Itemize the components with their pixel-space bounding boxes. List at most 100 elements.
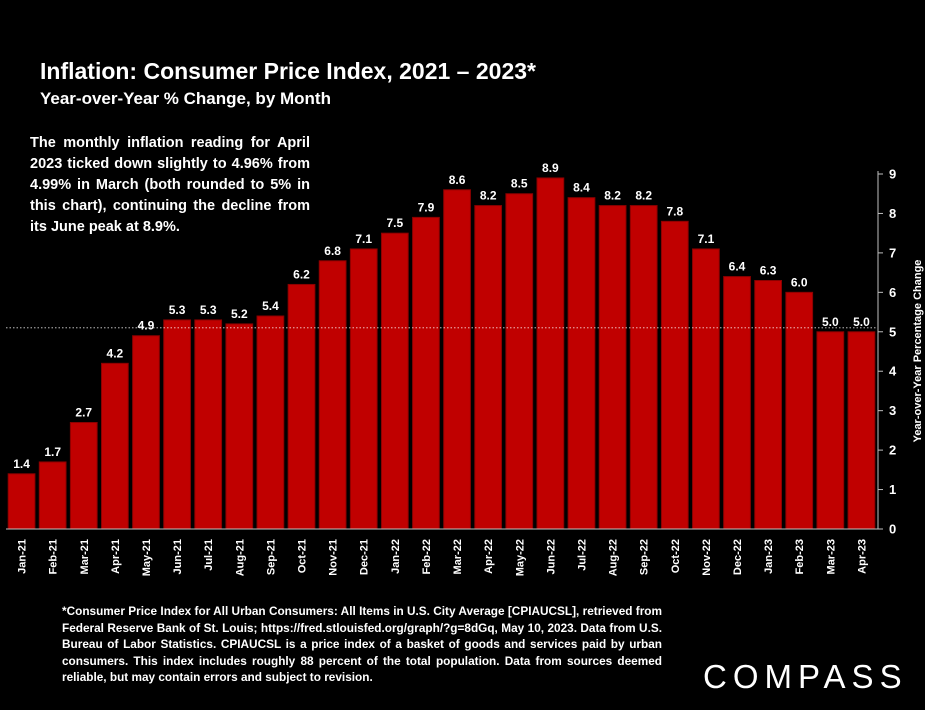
bar-Mar-23: [816, 331, 845, 530]
x-tick-label: Oct-22: [670, 539, 682, 573]
bar-Dec-22: [723, 276, 751, 530]
y-tick-label: 3: [889, 403, 896, 418]
value-label: 5.0: [853, 315, 870, 329]
bar-Jan-22: [380, 232, 409, 530]
bar-Mar-22: [443, 189, 471, 530]
value-label: 5.4: [262, 299, 279, 313]
chart-subtitle: Year-over-Year % Change, by Month: [40, 89, 331, 108]
x-tick-label: Dec-21: [359, 539, 371, 575]
value-label: 4.2: [107, 346, 124, 360]
value-label: 5.3: [200, 303, 217, 317]
value-label: 6.2: [293, 267, 310, 281]
value-label: 5.2: [231, 307, 248, 321]
value-label: 8.2: [604, 189, 621, 203]
x-tick-label: Jan-22: [390, 539, 402, 574]
bar-Jul-22: [567, 197, 596, 530]
x-tick-label: Mar-22: [452, 539, 464, 574]
value-label: 1.4: [13, 457, 30, 471]
x-tick-label: Aug-22: [608, 539, 620, 576]
x-tick-label: Apr-21: [110, 539, 122, 574]
x-tick-label: Jul-21: [203, 539, 215, 571]
bar-Apr-22: [474, 205, 503, 530]
x-tick-label: May-22: [514, 539, 526, 576]
value-label: 2.7: [75, 406, 92, 420]
chart-title: Inflation: Consumer Price Index, 2021 – …: [40, 58, 536, 84]
y-tick-label: 7: [889, 245, 896, 260]
y-tick-label: 2: [889, 443, 896, 458]
bar-Aug-22: [598, 205, 627, 530]
bar-Jan-21: [7, 473, 36, 530]
bar-Sep-21: [256, 315, 285, 530]
bar-Mar-21: [69, 422, 98, 530]
value-label: 8.6: [449, 173, 466, 187]
x-tick-label: Sep-21: [265, 539, 277, 575]
x-tick-label: Jun-21: [172, 539, 184, 574]
x-tick-label: Oct-21: [297, 539, 309, 573]
value-label: 7.9: [418, 200, 435, 214]
x-tick-label: Feb-23: [794, 539, 806, 574]
bar-Apr-23: [847, 331, 876, 530]
bar-Dec-21: [349, 248, 378, 530]
x-tick-label: Feb-21: [48, 539, 60, 574]
x-tick-label: Dec-22: [732, 539, 744, 575]
x-tick-label: Feb-22: [421, 539, 433, 574]
value-label: 8.2: [480, 189, 497, 203]
bar-Feb-21: [38, 461, 67, 530]
value-labels-group: 1.4 1.7 2.7 4.2 4.9 5.3 5.3 5.2 5.4 6.2 6.8 7.1 7.5 7…: [13, 161, 870, 471]
bar-Jun-22: [536, 177, 565, 530]
bar-Feb-23: [785, 291, 814, 530]
x-tick-label: Aug-21: [234, 539, 246, 576]
y-tick-label: 6: [889, 285, 896, 300]
value-label: 7.8: [666, 204, 683, 218]
x-tick-label: Jan-23: [763, 539, 775, 574]
value-label: 6.8: [324, 244, 341, 258]
bar-Jun-21: [163, 319, 191, 530]
value-label: 7.5: [386, 216, 403, 230]
footnote: *Consumer Price Index for All Urban Cons…: [62, 604, 662, 684]
x-tick-label: Nov-22: [701, 539, 713, 576]
bar-Jul-21: [194, 319, 223, 530]
bar-Nov-21: [318, 260, 347, 530]
value-label: 6.0: [791, 275, 808, 289]
x-tick-label: Apr-22: [483, 539, 495, 574]
value-label: 1.7: [44, 445, 61, 459]
x-tick-label: Jan-21: [17, 539, 29, 574]
bar-May-21: [132, 335, 160, 530]
value-label: 8.5: [511, 177, 528, 191]
value-label: 8.9: [542, 161, 559, 175]
value-label: 8.4: [573, 181, 590, 195]
x-tick-label: Mar-23: [825, 539, 837, 574]
value-label: 5.0: [822, 315, 839, 329]
bar-Nov-22: [692, 248, 720, 530]
x-tick-label: May-21: [141, 539, 153, 576]
y-tick-label: 4: [889, 364, 897, 379]
bar-May-22: [505, 193, 534, 530]
bar-Sep-22: [629, 205, 658, 530]
x-tick-label: Jul-22: [576, 539, 588, 571]
value-label: 7.1: [355, 232, 372, 246]
value-label: 6.3: [760, 264, 777, 278]
bar-Apr-21: [101, 362, 129, 530]
value-label: 6.4: [729, 260, 746, 274]
y-tick-label: 1: [889, 482, 896, 497]
bar-Oct-21: [287, 283, 316, 530]
x-tick-label: Sep-22: [639, 539, 651, 575]
value-label: 8.2: [635, 189, 652, 203]
bars-group: [7, 177, 876, 530]
y-axis-title: Year-over-Year Percentage Change: [912, 260, 924, 443]
value-label: 5.3: [169, 303, 186, 317]
bar-Aug-21: [225, 323, 254, 530]
value-label: 7.1: [698, 232, 715, 246]
bar-Jan-23: [754, 280, 782, 530]
x-tick-label: Jun-22: [545, 539, 557, 574]
x-tick-label: Mar-21: [79, 539, 91, 574]
compass-logo: COMPASS: [703, 658, 908, 695]
y-tick-label: 8: [889, 206, 896, 221]
annotation-text: The monthly inflation reading for April …: [30, 135, 310, 235]
x-tick-label: Nov-21: [328, 539, 340, 576]
x-tick-label: Apr-23: [856, 539, 868, 574]
y-tick-label: 9: [889, 167, 896, 182]
bar-Oct-22: [660, 220, 689, 530]
x-axis: Jan-21 Feb-21 Mar-21 Apr-21 May-21 Jun-21 Jul-…: [6, 528, 878, 576]
